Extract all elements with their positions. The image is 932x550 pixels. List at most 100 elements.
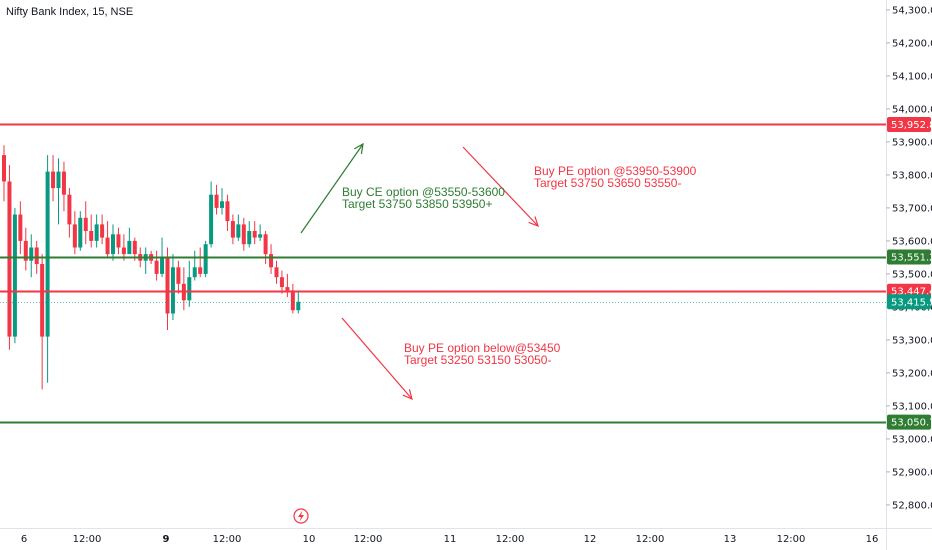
level-badge (887, 116, 931, 132)
last-price-badge-label: 53,415.50 (891, 297, 932, 308)
price-tick-label: 53,500.00 (892, 269, 932, 280)
arrow-head (353, 142, 364, 154)
candle-body (67, 194, 72, 225)
last-price-badge (887, 294, 931, 310)
candle-body (127, 240, 132, 255)
candle-body (252, 231, 257, 238)
candle-body (279, 277, 284, 288)
plot-background[interactable] (0, 0, 886, 528)
candle-body (12, 214, 17, 337)
candle-body (285, 287, 290, 291)
candle-body (111, 234, 115, 255)
candle-body (165, 257, 170, 314)
candle-body (160, 257, 165, 274)
level-badge-label: 53,050.70 (891, 418, 932, 429)
candle-body (121, 247, 126, 255)
candle-body (203, 244, 208, 274)
candle-body (56, 171, 61, 189)
price-tick-label: 52,800.00 (892, 500, 932, 511)
candle-body (192, 267, 197, 278)
time-tick-label: 12:00 (213, 534, 242, 545)
time-tick-label: 12:00 (73, 534, 102, 545)
price-tick-label: 53,300.00 (892, 335, 932, 346)
candle-body (263, 234, 268, 255)
candle-body (209, 194, 214, 245)
arrow-shaft (462, 146, 539, 227)
level-badge (887, 414, 931, 430)
trend-arrow (462, 146, 539, 228)
candle-body (214, 194, 219, 208)
price-tick-label: 54,100.00 (892, 71, 932, 82)
candle-body (241, 224, 246, 245)
arrow-head (528, 216, 539, 228)
price-tick-label: 54,300.00 (892, 5, 932, 16)
candle-body (154, 260, 159, 274)
candle-body (269, 254, 274, 268)
trend-arrow (341, 317, 413, 401)
candle-body (45, 171, 50, 337)
candle-body (296, 301, 301, 311)
candle-body (198, 267, 203, 274)
candle-body (89, 231, 94, 241)
price-tick-label: 53,800.00 (892, 170, 932, 181)
candle-body (51, 171, 56, 189)
trade-note-line: Buy CE option @53550-53600 (342, 185, 505, 199)
candle-body (290, 290, 295, 311)
time-tick-label: 12:00 (777, 534, 806, 545)
candle-body (176, 267, 181, 284)
symbol-title[interactable]: Nifty Bank Index, 15, NSE (6, 6, 134, 18)
candle-body (2, 155, 6, 182)
candle-body (7, 181, 12, 337)
price-axis[interactable]: 52,800.00 52,900.00 53,000.00 53,100.00 53,2… (886, 5, 932, 511)
candle-body (230, 221, 235, 238)
trend-arrow (300, 142, 364, 234)
candle-body (18, 214, 23, 241)
candle-body (187, 277, 192, 301)
arrows-layer (300, 142, 539, 401)
level-badge (887, 249, 931, 265)
lightning-icon-bolt (298, 510, 304, 522)
candle-body (61, 171, 66, 195)
time-tick-label: 12:00 (636, 534, 665, 545)
price-tick-label: 53,900.00 (892, 137, 932, 148)
time-axis[interactable]: 6 12:00 9 12:00 10 12:00 11 12:00 12 12:00 13 12:00… (21, 534, 879, 545)
trade-note-line: Buy PE option below@53450 (404, 341, 561, 355)
candle-body (258, 234, 263, 238)
price-tick-label: 53,600.00 (892, 236, 932, 247)
candle-body (220, 201, 224, 208)
price-tick-label: 54,200.00 (892, 38, 932, 49)
candle-body (236, 224, 241, 238)
price-tick-label: 53,200.00 (892, 368, 932, 379)
time-tick-label: 12:00 (496, 534, 525, 545)
arrow-shaft (300, 143, 364, 234)
candle-body (100, 224, 105, 238)
trade-note-line: Target 53750 53650 53550- (534, 176, 681, 190)
annotations-layer: Buy CE option @53550-53600 Target 53750 5… (342, 164, 697, 367)
price-tick-label: 53,100.00 (892, 401, 932, 412)
lightning-icon[interactable] (293, 508, 309, 524)
level-badge-label: 53,447.45 (891, 287, 932, 298)
candle-body (274, 267, 279, 278)
candle-body (132, 240, 137, 255)
candle-body (40, 264, 45, 337)
time-tick-label: 16 (866, 534, 879, 545)
candle-body (105, 237, 110, 255)
arrow-shaft (341, 317, 413, 400)
price-tick-label: 54,000.00 (892, 104, 932, 115)
trade-note-line: Buy PE option @53950-53900 (534, 164, 697, 178)
price-tick-label: 53,700.00 (892, 203, 932, 214)
trade-note-line: Target 53250 53150 53050- (404, 353, 551, 367)
price-badges: 53,952.85 53,551.25 53,447.45 53,050.70 53,4… (887, 116, 932, 430)
time-tick-label: 12 (584, 534, 597, 545)
price-tick-label: 53,000.00 (892, 434, 932, 445)
time-tick-label: 13 (724, 534, 737, 545)
time-tick-label: 10 (303, 534, 316, 545)
candle-body (247, 231, 252, 245)
candle-body (94, 224, 99, 241)
candle-body (83, 217, 88, 231)
